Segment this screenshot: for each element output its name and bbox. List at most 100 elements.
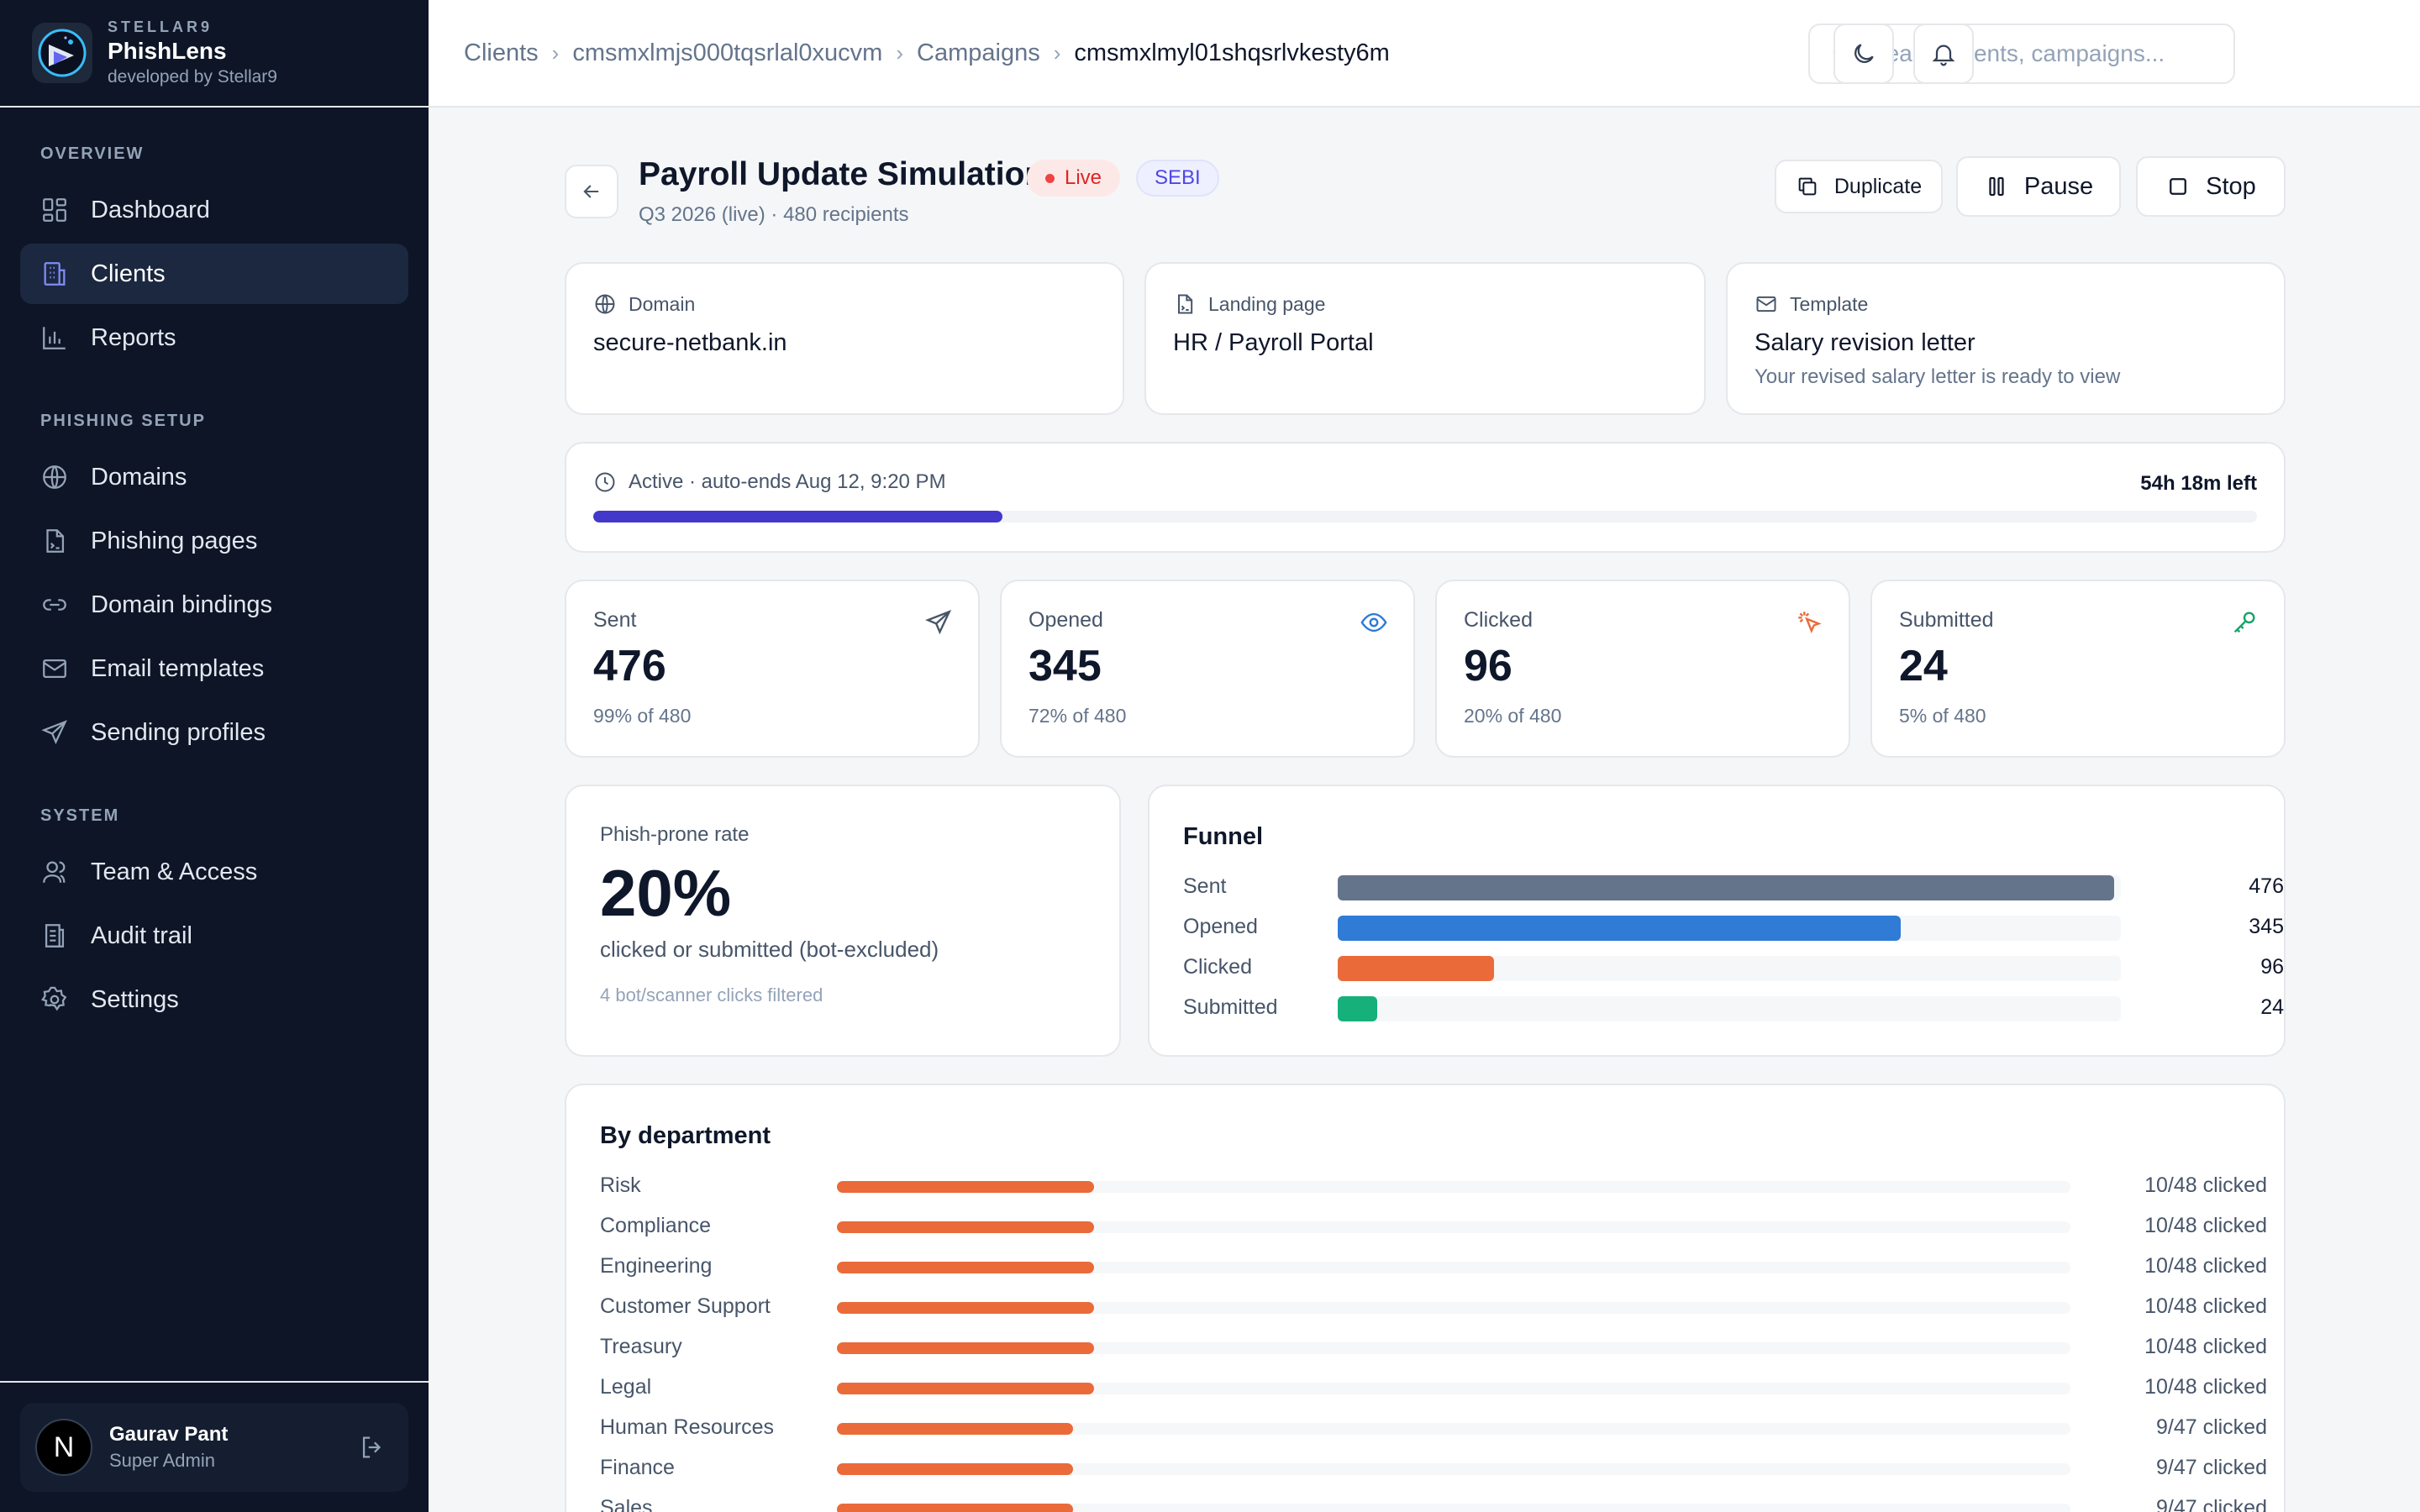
notifications-button[interactable] — [1913, 24, 1974, 84]
user-card[interactable]: N Gaurav Pant Super Admin — [20, 1403, 408, 1492]
users-icon — [43, 861, 66, 883]
avatar: N — [35, 1419, 92, 1476]
sidebar-item-label: Clients — [91, 260, 166, 287]
breadcrumb-client-id[interactable]: cmsmxlmjs000tqsrlal0xucvm — [572, 39, 883, 66]
sidebar-item-label: Domain bindings — [91, 591, 273, 618]
arrow-left-icon — [583, 185, 599, 198]
stat-card-sent: Sent 476 99% of 480 — [565, 580, 980, 758]
sidebar-item-domains[interactable]: Domains — [20, 447, 408, 507]
funnel-row-sent: Sent 476 — [1183, 872, 2284, 900]
time-remaining: 54h 18m left — [2140, 472, 2257, 495]
sidebar-item-phishing-pages[interactable]: Phishing pages — [20, 511, 408, 571]
pause-button[interactable]: Pause — [1956, 156, 2121, 217]
stat-label: Opened — [1028, 608, 1103, 632]
brand: STELLAR9 PhishLens developed by Stellar9 — [0, 0, 429, 108]
chevron-right-icon: › — [1053, 39, 1061, 66]
template-subject: Your revised salary letter is ready to v… — [1754, 365, 2121, 388]
department-clicked: 9/47 clicked — [2155, 1496, 2267, 1512]
sidebar-item-dashboard[interactable]: Dashboard — [20, 180, 408, 240]
funnel-row-value: 345 — [2249, 915, 2284, 938]
funnel-row-clicked: Clicked 96 — [1183, 953, 2284, 981]
send-icon — [41, 720, 67, 745]
domain-label: Domain — [629, 292, 696, 315]
sidebar-item-email-templates[interactable]: Email templates — [20, 638, 408, 699]
department-name: Compliance — [600, 1214, 712, 1237]
stat-percentage: 5% of 480 — [1899, 705, 1986, 727]
logout-icon[interactable] — [358, 1433, 387, 1462]
sidebar-item-label: Dashboard — [91, 196, 210, 223]
department-row: Human Resources 9/47 clicked — [600, 1413, 2267, 1441]
sidebar-item-label: Sending profiles — [91, 718, 266, 746]
funnel-row-label: Submitted — [1183, 995, 1278, 1019]
template-label: Template — [1790, 292, 1869, 315]
department-clicked: 9/47 clicked — [2155, 1456, 2267, 1479]
department-bar-track — [837, 1423, 2070, 1435]
department-row: Treasury 10/48 clicked — [600, 1332, 2267, 1361]
department-row: Finance 9/47 clicked — [600, 1453, 2267, 1482]
department-bar — [837, 1302, 1094, 1314]
breadcrumb-campaigns[interactable]: Campaigns — [917, 39, 1040, 66]
department-name: Engineering — [600, 1254, 713, 1278]
department-name: Sales — [600, 1496, 653, 1512]
pause-icon — [1989, 176, 2004, 197]
department-name: Human Resources — [600, 1415, 775, 1439]
sidebar-item-audit-trail[interactable]: Audit trail — [20, 906, 408, 966]
department-bar-track — [837, 1221, 2070, 1233]
funnel-row-label: Opened — [1183, 915, 1258, 938]
status-badge: Live — [1027, 160, 1121, 197]
department-clicked: 10/48 clicked — [2144, 1335, 2267, 1358]
stat-card-opened: Opened 345 72% of 480 — [1000, 580, 1415, 758]
clock-icon — [595, 472, 615, 492]
phish-prone-rate-card: Phish-prone rate 20% clicked or submitte… — [565, 785, 1121, 1057]
link-icon — [43, 599, 66, 611]
funnel-bar-track — [1338, 996, 2121, 1021]
sidebar-item-clients[interactable]: Clients — [20, 244, 408, 304]
send-icon — [925, 610, 952, 635]
department-bar — [837, 1181, 1094, 1193]
nav-section-phishing-setup: PHISHING SETUP — [40, 412, 206, 430]
sidebar-item-reports[interactable]: Reports — [20, 307, 408, 368]
department-clicked: 10/48 clicked — [2144, 1254, 2267, 1278]
dashboard-icon — [43, 198, 66, 222]
funnel-card: Funnel Sent 476 Opened 345 Clicked 96 Su… — [1148, 785, 2286, 1057]
breadcrumb-clients[interactable]: Clients — [464, 39, 539, 66]
department-row: Risk 10/48 clicked — [600, 1171, 2267, 1200]
department-clicked: 10/48 clicked — [2144, 1294, 2267, 1318]
stat-card-submitted: Submitted 24 5% of 480 — [1870, 580, 2286, 758]
back-button[interactable] — [565, 165, 618, 218]
sidebar-item-team-access[interactable]: Team & Access — [20, 842, 408, 902]
stop-button[interactable]: Stop — [2136, 156, 2286, 217]
pointer-click-icon — [1798, 612, 1822, 634]
stat-percentage: 99% of 480 — [593, 705, 692, 727]
department-clicked: 9/47 clicked — [2155, 1415, 2267, 1439]
bar-chart-icon — [43, 327, 66, 349]
sidebar-item-settings[interactable]: Settings — [20, 969, 408, 1030]
department-bar-track — [837, 1504, 2070, 1512]
theme-toggle-button[interactable] — [1833, 24, 1894, 84]
chevron-right-icon: › — [551, 39, 560, 66]
status-badge-label: Live — [1065, 166, 1102, 189]
sidebar-item-sending-profiles[interactable]: Sending profiles — [20, 702, 408, 763]
department-name: Risk — [600, 1173, 641, 1197]
landing-page-card: Landing page HR / Payroll Portal — [1144, 262, 1706, 415]
phishlens-logo — [32, 23, 92, 83]
user-role: Super Admin — [109, 1450, 215, 1471]
department-bar — [837, 1423, 1074, 1435]
progress-fill — [593, 511, 1003, 522]
nav-section-overview: OVERVIEW — [40, 144, 145, 163]
sidebar-item-label: Audit trail — [91, 921, 192, 949]
brand-tagline: developed by Stellar9 — [108, 67, 277, 87]
sidebar-item-domain-bindings[interactable]: Domain bindings — [20, 575, 408, 635]
progress-status: Active · auto-ends Aug 12, 9:20 PM — [629, 470, 946, 493]
template-card: Template Salary revision letter Your rev… — [1726, 262, 2286, 415]
department-clicked: 10/48 clicked — [2144, 1375, 2267, 1399]
gear-icon — [41, 986, 67, 1011]
duplicate-button[interactable]: Duplicate — [1775, 160, 1943, 213]
mail-icon — [43, 659, 66, 679]
mail-icon — [1756, 296, 1776, 312]
rate-label: Phish-prone rate — [600, 823, 750, 846]
file-icon — [46, 529, 65, 553]
funnel-bar — [1338, 916, 1901, 941]
template-value: Salary revision letter — [1754, 329, 1975, 356]
live-dot — [1045, 173, 1055, 183]
